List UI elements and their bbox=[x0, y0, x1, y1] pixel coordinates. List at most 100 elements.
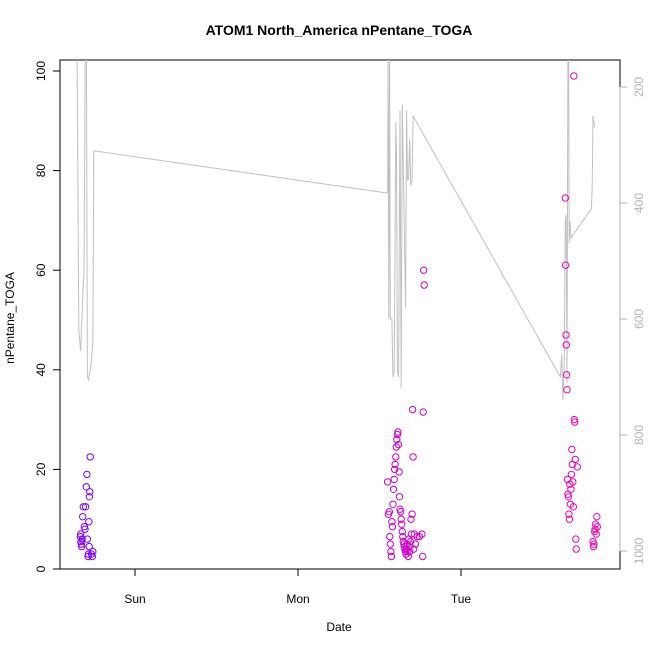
data-point bbox=[420, 266, 428, 274]
data-point bbox=[86, 453, 94, 461]
data-point bbox=[592, 530, 600, 538]
data-point bbox=[79, 503, 88, 511]
y-tick-label: 40 bbox=[34, 363, 48, 377]
data-point bbox=[418, 530, 426, 538]
y-axis-label: nPentane_TOGA bbox=[3, 272, 17, 364]
data-point bbox=[389, 500, 397, 508]
y-tick-label: 0 bbox=[34, 565, 48, 572]
y2-tick-label: 200 bbox=[632, 77, 646, 97]
data-point bbox=[419, 552, 427, 561]
data-point bbox=[389, 485, 398, 493]
data-point bbox=[81, 503, 90, 511]
data-point bbox=[83, 470, 91, 479]
data-point bbox=[395, 468, 403, 476]
data-point bbox=[404, 552, 412, 561]
data-point bbox=[408, 510, 416, 518]
data-point bbox=[562, 341, 570, 349]
data-point bbox=[593, 513, 601, 521]
data-point bbox=[567, 470, 576, 479]
data-point bbox=[78, 535, 86, 543]
x-axis-label: Date bbox=[326, 620, 352, 634]
y2-tick-label: 1000 bbox=[632, 537, 646, 564]
data-point bbox=[397, 508, 405, 516]
x-tick-label: Tue bbox=[451, 592, 472, 606]
data-point bbox=[572, 535, 580, 543]
data-point bbox=[395, 493, 404, 501]
y2-tick-label: 400 bbox=[632, 193, 646, 213]
x-tick-label: Sun bbox=[124, 592, 145, 606]
data-point bbox=[392, 453, 400, 461]
y-tick-label: 100 bbox=[34, 61, 48, 81]
data-point bbox=[399, 532, 407, 541]
data-point bbox=[565, 515, 574, 523]
pressure-series-line bbox=[76, 60, 596, 401]
data-point bbox=[570, 72, 578, 80]
data-point bbox=[397, 515, 405, 523]
data-point bbox=[415, 532, 424, 541]
data-point bbox=[392, 443, 400, 451]
data-point bbox=[388, 518, 396, 526]
x-axis: Sun Mon Tue bbox=[124, 568, 472, 606]
data-point bbox=[569, 503, 577, 511]
data-point bbox=[387, 547, 395, 556]
y2-axis: 200 400 600 800 1000 bbox=[619, 77, 646, 564]
data-point bbox=[572, 545, 580, 553]
data-point bbox=[411, 540, 420, 548]
y-tick-label: 20 bbox=[34, 462, 48, 476]
data-point bbox=[564, 493, 573, 501]
data-point bbox=[562, 331, 570, 339]
data-point bbox=[573, 463, 582, 471]
data-point bbox=[385, 508, 393, 516]
data-point bbox=[406, 547, 414, 556]
data-point bbox=[561, 194, 569, 202]
data-point bbox=[568, 445, 576, 454]
data-point bbox=[86, 488, 94, 496]
data-point bbox=[409, 453, 417, 461]
y-tick-label: 60 bbox=[34, 263, 48, 277]
data-point bbox=[77, 540, 86, 548]
data-point bbox=[82, 483, 91, 491]
data-point bbox=[81, 525, 89, 533]
data-point bbox=[84, 550, 93, 558]
data-point bbox=[386, 540, 394, 548]
data-point bbox=[593, 523, 601, 531]
data-point bbox=[563, 386, 571, 394]
data-point bbox=[394, 428, 402, 436]
data-point bbox=[561, 261, 570, 269]
y2-tick-label: 600 bbox=[632, 309, 646, 329]
data-point bbox=[391, 460, 399, 469]
data-point bbox=[567, 485, 575, 493]
data-point bbox=[569, 478, 577, 486]
y2-tick-label: 800 bbox=[632, 425, 646, 445]
data-point bbox=[78, 542, 86, 551]
x-tick-label: Mon bbox=[286, 592, 309, 606]
data-point bbox=[89, 547, 97, 556]
data-point bbox=[394, 440, 403, 449]
data-point bbox=[79, 513, 87, 521]
data-point bbox=[85, 518, 93, 526]
data-point bbox=[405, 542, 413, 551]
data-point bbox=[419, 408, 427, 416]
data-point bbox=[410, 545, 418, 553]
data-point bbox=[383, 478, 392, 486]
data-point bbox=[390, 475, 398, 484]
y-axis: 0 20 40 60 80 100 bbox=[34, 61, 61, 572]
data-point bbox=[565, 510, 573, 518]
data-point bbox=[387, 552, 396, 561]
data-point bbox=[85, 493, 94, 501]
data-point bbox=[571, 455, 579, 464]
data-point bbox=[591, 525, 599, 533]
scatter-points-layer bbox=[76, 72, 601, 561]
data-point bbox=[571, 418, 579, 426]
data-point bbox=[393, 435, 401, 444]
data-point bbox=[386, 532, 394, 541]
data-point bbox=[407, 515, 415, 523]
y-tick-label: 80 bbox=[34, 164, 48, 178]
data-point bbox=[590, 540, 598, 548]
data-point bbox=[88, 552, 97, 561]
data-point bbox=[85, 542, 93, 551]
data-point bbox=[398, 527, 406, 536]
pressure-line-layer bbox=[76, 60, 596, 401]
data-point bbox=[420, 281, 428, 289]
